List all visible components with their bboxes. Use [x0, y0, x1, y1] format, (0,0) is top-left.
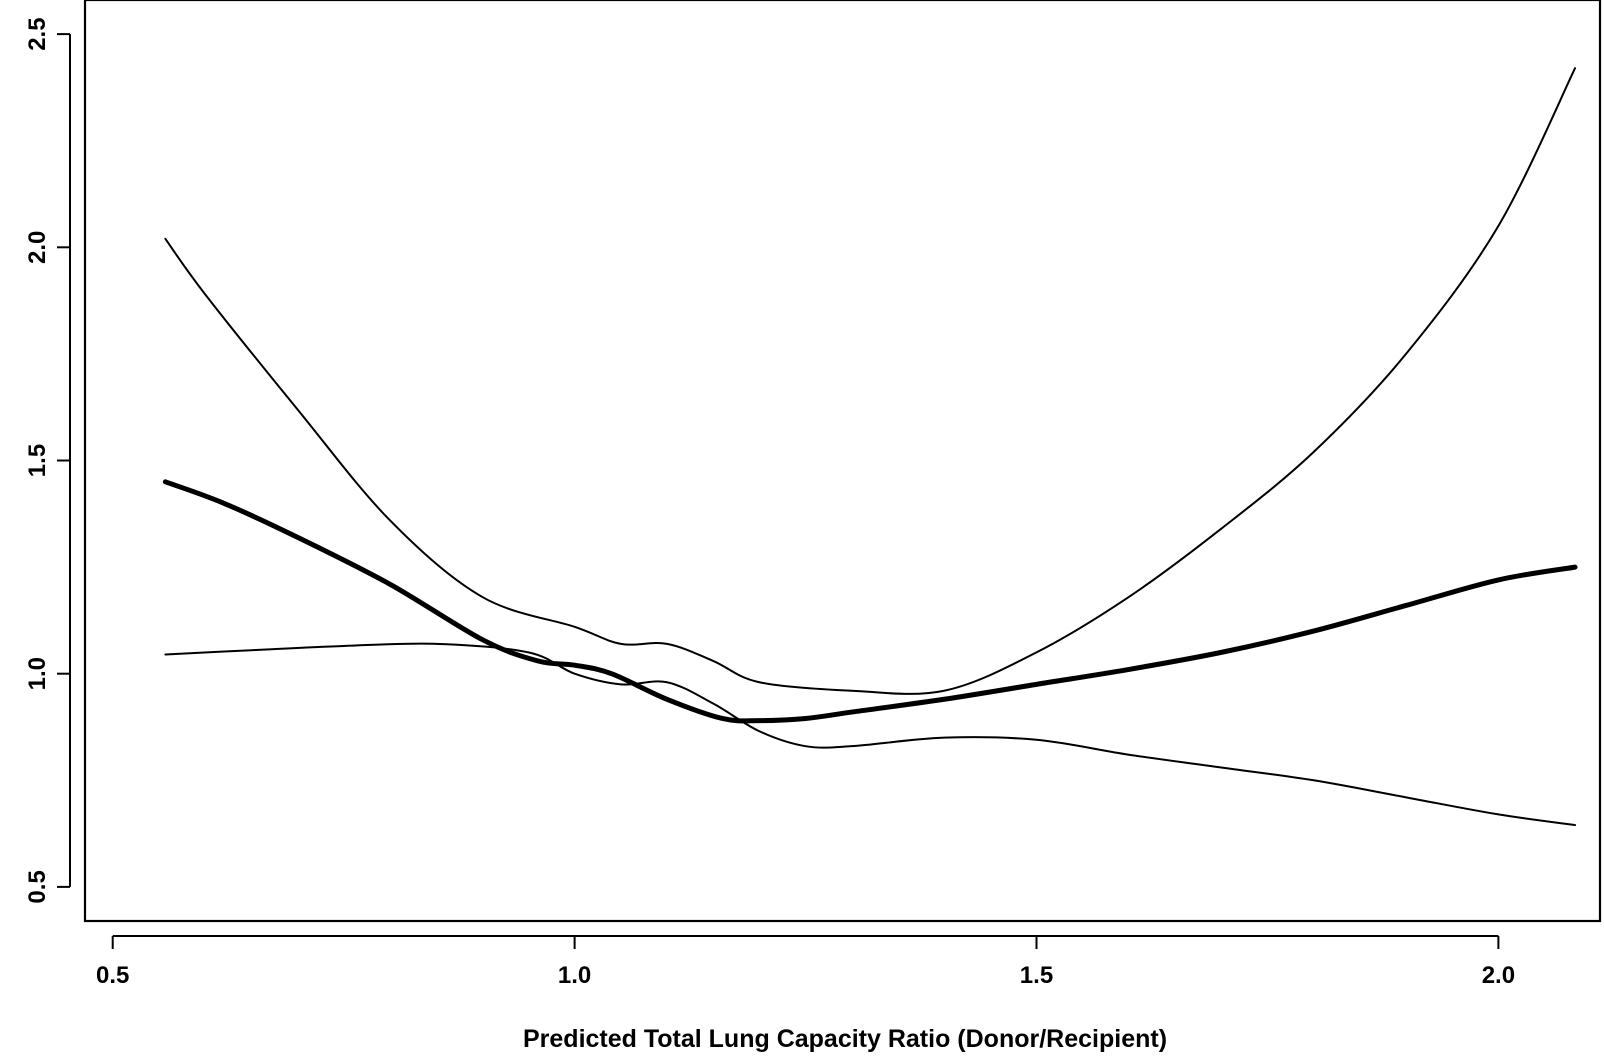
lower-bound-line: [164, 642, 1577, 827]
y-tick-label: 0.5: [24, 870, 51, 903]
x-tick-label: 0.5: [96, 962, 129, 989]
x-tick-label: 1.5: [1020, 962, 1053, 989]
y-tick-label: 2.5: [24, 17, 51, 50]
y-tick-label: 1.0: [24, 657, 51, 690]
x-tick-label: 1.0: [558, 962, 591, 989]
y-tick-label: 1.5: [24, 444, 51, 477]
estimate-line: [162, 479, 1578, 724]
plot-frame: [83, 0, 1602, 923]
upper-bound-line: [164, 67, 1577, 695]
x-axis-label: Predicted Total Lung Capacity Ratio (Don…: [523, 1025, 1167, 1053]
y-tick-label: 2.0: [24, 231, 51, 264]
y-axis: 0.5 1.0 1.5 2.0 2.5: [24, 17, 71, 904]
x-tick-label: 2.0: [1482, 962, 1515, 989]
series-layer: [162, 67, 1578, 827]
x-axis: 0.5 1.0 1.5 2.0: [96, 935, 1515, 989]
